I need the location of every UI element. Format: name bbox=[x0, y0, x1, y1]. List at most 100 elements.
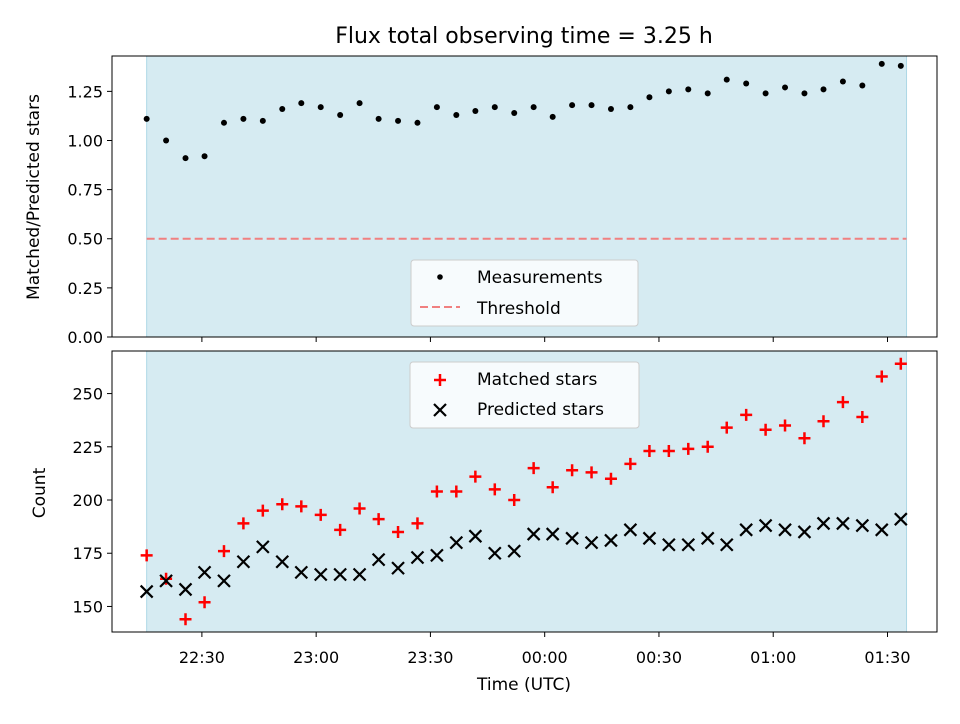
predicted-star-point bbox=[313, 567, 328, 582]
measurement-point bbox=[240, 115, 247, 122]
ratio-panel-frame bbox=[111, 55, 938, 338]
measurement-point bbox=[279, 106, 286, 113]
x-axis-label: Time (UTC) bbox=[476, 675, 571, 695]
y-tick-label: 0.50 bbox=[67, 230, 103, 249]
y-tick-label: 225 bbox=[72, 438, 103, 457]
x-tick-label: 22:30 bbox=[179, 648, 225, 667]
matched-star-point bbox=[469, 470, 482, 483]
measurement-point bbox=[182, 155, 189, 162]
measurement-point bbox=[549, 113, 556, 120]
legend-predicted-label: Predicted stars bbox=[477, 400, 604, 420]
measurement-point bbox=[743, 80, 750, 87]
matched-star-point bbox=[759, 423, 772, 436]
x-tick-label: 00:30 bbox=[636, 648, 682, 667]
predicted-star-point bbox=[545, 527, 560, 541]
matched-star-point bbox=[160, 572, 173, 585]
matched-star-point bbox=[314, 508, 327, 521]
predicted-star-point bbox=[236, 554, 251, 569]
predicted-star-point bbox=[778, 523, 792, 537]
predicted-star-point bbox=[758, 518, 773, 533]
count-y-axis: 150 175 200 225 250 bbox=[72, 385, 112, 616]
predicted-star-point bbox=[197, 565, 212, 580]
matched-star-point bbox=[488, 483, 501, 496]
measurement-point bbox=[782, 84, 789, 91]
measurement-point bbox=[820, 86, 827, 93]
legend-matched-marker bbox=[434, 374, 446, 386]
measurement-point bbox=[723, 76, 730, 83]
predicted-star-point bbox=[488, 546, 502, 561]
measurement-point bbox=[878, 60, 885, 67]
matched-star-point bbox=[353, 502, 366, 515]
matched-star-point bbox=[198, 596, 211, 609]
predicted-star-point bbox=[700, 531, 715, 546]
legend-matched-label: Matched stars bbox=[477, 370, 597, 390]
predicted-star-point bbox=[256, 540, 270, 554]
measurement-point bbox=[897, 62, 904, 69]
measurement-point bbox=[143, 115, 150, 122]
y-tick-label: 175 bbox=[72, 544, 103, 563]
measurement-point bbox=[337, 111, 344, 118]
matched-star-point bbox=[217, 545, 230, 558]
y-tick-label: 0.75 bbox=[67, 181, 103, 200]
matched-star-point bbox=[411, 517, 424, 530]
measurement-point bbox=[317, 104, 324, 111]
predicted-star-point bbox=[391, 561, 405, 575]
measurement-point bbox=[163, 137, 170, 144]
measurement-point bbox=[414, 119, 421, 126]
predicted-star-point bbox=[797, 525, 812, 539]
matched-stars-points bbox=[140, 357, 907, 626]
count-legend-box bbox=[409, 361, 640, 429]
legend-measurements-marker bbox=[437, 274, 443, 280]
measurement-point bbox=[356, 100, 363, 107]
matched-star-point bbox=[276, 498, 289, 511]
predicted-star-point bbox=[623, 523, 638, 537]
measurement-point bbox=[491, 104, 498, 111]
measurement-point bbox=[511, 109, 518, 116]
measurement-point bbox=[395, 117, 402, 124]
measurement-point bbox=[298, 100, 305, 107]
predicted-stars-points bbox=[139, 512, 908, 599]
measurement-point bbox=[627, 104, 634, 111]
matched-star-point bbox=[450, 485, 463, 498]
matched-star-point bbox=[566, 464, 579, 477]
ratio-legend: Measurements Threshold bbox=[410, 259, 639, 327]
measurement-point bbox=[259, 117, 266, 124]
predicted-star-point bbox=[874, 523, 889, 537]
matched-star-point bbox=[720, 421, 733, 434]
x-tick-label: 23:30 bbox=[407, 648, 453, 667]
predicted-star-point bbox=[275, 554, 290, 569]
measurement-point bbox=[201, 153, 208, 160]
matched-star-point bbox=[527, 462, 540, 475]
predicted-star-point bbox=[894, 512, 908, 526]
predicted-star-point bbox=[333, 567, 347, 582]
predicted-star-point bbox=[371, 552, 386, 567]
measurement-point bbox=[607, 106, 614, 113]
count-panel-frame bbox=[111, 350, 938, 633]
count-x-axis: 22:30 23:00 23:30 00:00 00:30 01:00 01:30 bbox=[179, 632, 911, 667]
measurement-point bbox=[472, 108, 479, 115]
predicted-star-point bbox=[604, 533, 618, 548]
legend-predicted-marker bbox=[433, 403, 447, 417]
count-legend: Matched stars Predicted stars bbox=[409, 361, 640, 429]
count-panel: 150 175 200 225 250 22:30 23:00 23:30 00:00 00:3… bbox=[30, 350, 938, 695]
matched-star-point bbox=[740, 408, 753, 421]
predicted-star-point bbox=[816, 516, 831, 531]
predicted-star-point bbox=[855, 518, 870, 533]
predicted-star-point bbox=[139, 584, 154, 599]
matched-star-point bbox=[256, 504, 269, 517]
measurement-point bbox=[646, 94, 653, 101]
predicted-star-point bbox=[719, 537, 734, 552]
matched-star-point bbox=[701, 440, 714, 453]
matched-star-point bbox=[392, 525, 405, 538]
measurement-point bbox=[685, 86, 692, 93]
measurement-point bbox=[569, 102, 576, 109]
y-tick-label: 200 bbox=[72, 491, 103, 510]
measurement-point bbox=[762, 90, 769, 97]
matched-star-point bbox=[836, 396, 849, 409]
measurement-point bbox=[375, 115, 382, 122]
matched-star-point bbox=[430, 485, 443, 498]
predicted-star-point bbox=[526, 527, 541, 541]
measurement-point bbox=[588, 102, 595, 109]
y-tick-label: 0.25 bbox=[67, 279, 103, 298]
